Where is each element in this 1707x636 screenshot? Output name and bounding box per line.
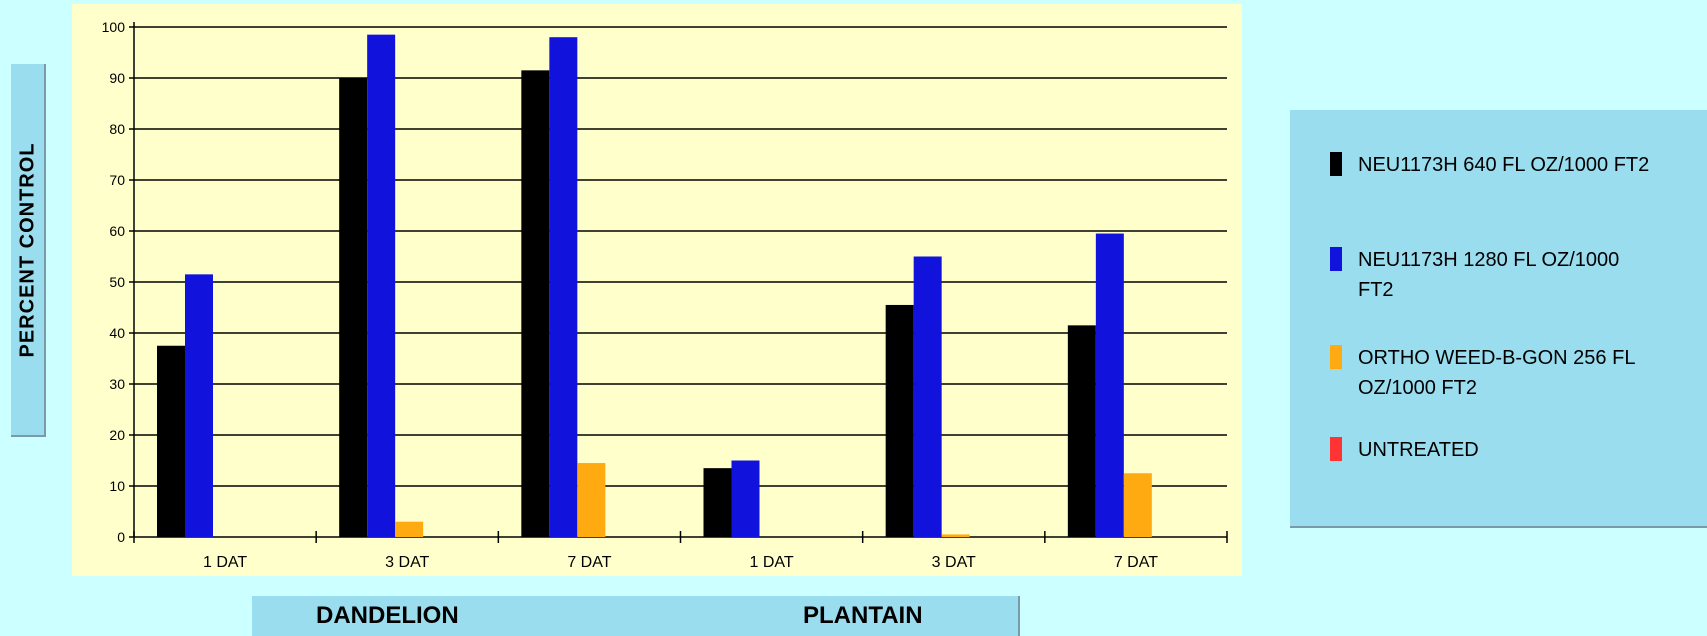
bar-series-1 — [885, 304, 914, 537]
legend-label-series-2: NEU1173H 1280 FL OZ/1000 FT2 — [1358, 249, 1620, 301]
bar-series-2 — [731, 460, 760, 537]
group-label-box: DANDELION PLANTAIN — [252, 596, 1020, 636]
group-label-plantain: PLANTAIN — [803, 602, 923, 629]
x-tick-label: 3 DAT — [385, 554, 429, 571]
bar-series-3 — [1123, 473, 1152, 537]
x-tick-label: 1 DAT — [750, 554, 794, 571]
legend-swatch-series-3 — [1330, 345, 1342, 369]
y-axis-label-box: PERCENT CONTROL — [11, 64, 46, 437]
group-label-dandelion: DANDELION — [316, 602, 459, 629]
bar-chart: 0 10 20 30 40 50 60 70 80 90 100 1 DAT 3 DAT 7 DAT 1 D… — [102, 19, 1228, 571]
bar-series-1 — [521, 70, 550, 537]
y-axis-label: PERCENT CONTROL — [16, 142, 38, 357]
bar-series-3 — [577, 463, 606, 537]
legend-label-series-3: ORTHO WEED-B-GON 256 FL OZ/1000 FT2 — [1358, 347, 1635, 399]
plot-panel: 0 10 20 30 40 50 60 70 80 90 100 1 DAT 3 DAT 7 DAT 1 D… — [72, 4, 1242, 576]
bar-series-1 — [1067, 325, 1096, 537]
legend-label-series-1: NEU1173H 640 FL OZ/1000 FT2 — [1358, 154, 1650, 176]
y-tick-label: 50 — [109, 274, 125, 290]
legend-item-series-4: UNTREATED — [1330, 435, 1707, 465]
legend-item-series-3: ORTHO WEED-B-GON 256 FL OZ/1000 FT2 — [1330, 343, 1678, 403]
y-tick-label: 30 — [109, 376, 125, 392]
legend-swatch-series-4 — [1330, 437, 1342, 461]
y-tick-label: 20 — [109, 427, 125, 443]
bar-series-1 — [157, 345, 185, 537]
bar-series-1 — [339, 78, 368, 537]
bar-series-2 — [549, 37, 578, 537]
legend-item-series-1: NEU1173H 640 FL OZ/1000 FT2 — [1330, 150, 1707, 180]
x-tick-label: 7 DAT — [1114, 554, 1158, 571]
bar-series-2 — [185, 274, 213, 537]
y-tick-label: 90 — [109, 70, 125, 86]
x-tick-label: 7 DAT — [567, 554, 611, 571]
legend-item-series-2: NEU1173H 1280 FL OZ/1000 FT2 — [1330, 245, 1638, 305]
bar-series-2 — [367, 34, 396, 538]
y-tick-label: 70 — [109, 172, 125, 188]
x-tick-label: 1 DAT — [203, 554, 247, 571]
bar-series-3 — [395, 521, 424, 537]
y-tick-label: 40 — [109, 325, 125, 341]
bar-series-2 — [913, 256, 942, 537]
y-tick-label: 100 — [102, 19, 126, 35]
legend-swatch-series-1 — [1330, 152, 1342, 176]
y-tick-label: 60 — [109, 223, 125, 239]
y-tick-label: 10 — [109, 478, 125, 494]
y-tick-label: 80 — [109, 121, 125, 137]
bar-series-2 — [1095, 233, 1124, 538]
legend-label-series-4: UNTREATED — [1358, 439, 1479, 461]
legend-swatch-series-2 — [1330, 247, 1342, 271]
bar-series-3 — [941, 534, 970, 537]
y-tick-label: 0 — [117, 529, 125, 545]
x-tick-label: 3 DAT — [932, 554, 976, 571]
bar-series-1 — [703, 468, 732, 537]
legend: NEU1173H 640 FL OZ/1000 FT2 NEU1173H 128… — [1290, 110, 1707, 528]
